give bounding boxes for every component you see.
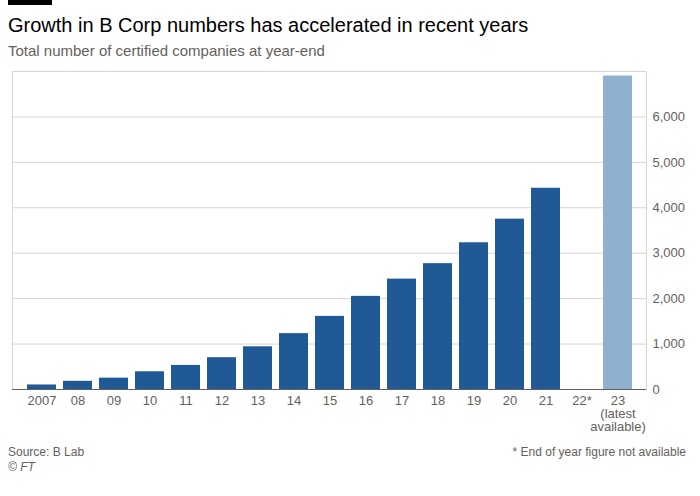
html-text:* End of year figure not avail: * End of year figure not available	[512, 445, 686, 459]
svg-text:13: 13	[251, 393, 265, 408]
html-text:Growth in B Corp numbers has a: Growth in B Corp numbers has accelerated…	[8, 14, 529, 36]
svg-text:4,000: 4,000	[653, 200, 686, 215]
svg-text:1,000: 1,000	[653, 336, 686, 351]
svg-text:3,000: 3,000	[653, 245, 686, 260]
svg-text:15: 15	[323, 393, 337, 408]
html-text:Total number of certified comp: Total number of certified companies at y…	[8, 42, 325, 59]
svg-text:19: 19	[467, 393, 481, 408]
svg-text:0: 0	[653, 382, 660, 397]
svg-text:08: 08	[71, 393, 85, 408]
svg-text:14: 14	[287, 393, 301, 408]
svg-text:10: 10	[143, 393, 157, 408]
svg-text:16: 16	[359, 393, 373, 408]
svg-text:22*: 22*	[572, 393, 592, 408]
svg-text:5,000: 5,000	[653, 155, 686, 170]
svg-text:17: 17	[395, 393, 409, 408]
svg-text:2,000: 2,000	[653, 291, 686, 306]
svg-text:18: 18	[431, 393, 445, 408]
html-text:© FT: © FT	[8, 460, 35, 474]
svg-text:20: 20	[503, 393, 517, 408]
svg-text:6,000: 6,000	[653, 109, 686, 124]
svg-text:23(latestavailable): 23(latestavailable)	[590, 393, 646, 434]
svg-text:21: 21	[539, 393, 553, 408]
svg-text:11: 11	[179, 393, 193, 408]
svg-text:2007: 2007	[28, 393, 57, 408]
svg-text:09: 09	[107, 393, 121, 408]
svg-text:12: 12	[215, 393, 229, 408]
html-text:Source: B Lab: Source: B Lab	[8, 445, 85, 459]
